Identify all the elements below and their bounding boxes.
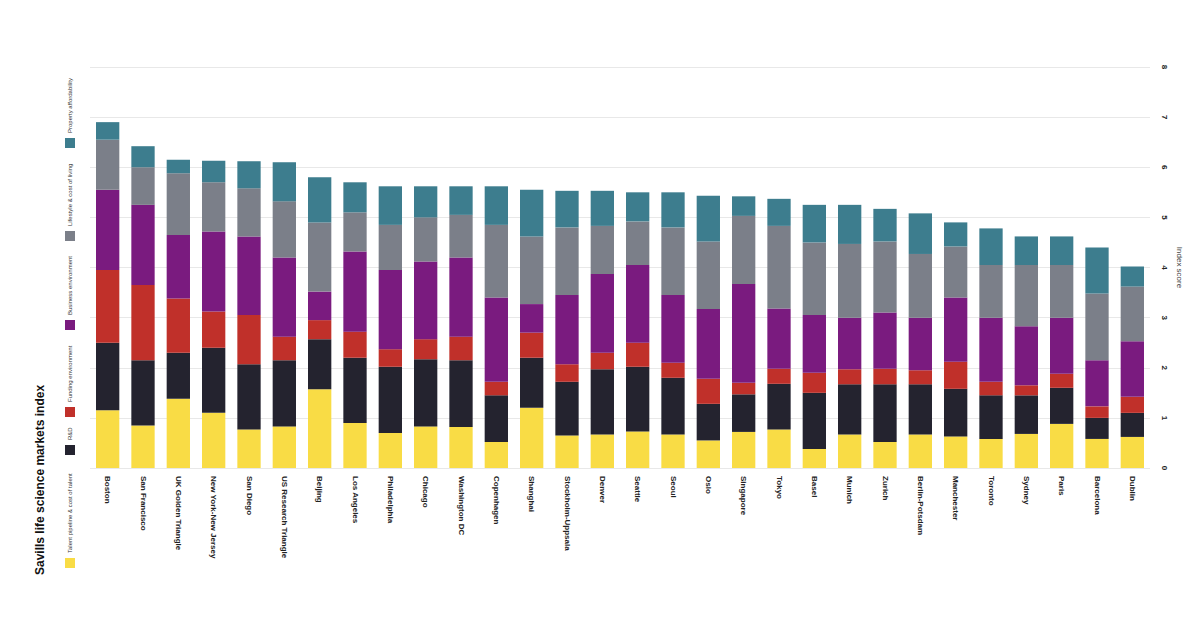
svg-text:Toronto: Toronto: [987, 476, 996, 506]
svg-text:Singapore: Singapore: [739, 476, 748, 516]
svg-text:Beijing: Beijing: [315, 476, 324, 503]
svg-text:Sydney: Sydney: [1022, 476, 1031, 505]
svg-text:Property affordability: Property affordability: [67, 78, 73, 133]
svg-text:Oslo: Oslo: [704, 476, 713, 494]
svg-text:2: 2: [1160, 366, 1169, 371]
svg-text:Savills life science markets i: Savills life science markets index: [33, 385, 47, 575]
svg-text:3: 3: [1160, 315, 1169, 320]
svg-text:Shanghai: Shanghai: [527, 476, 536, 512]
svg-text:Lifestyle & cost of living: Lifestyle & cost of living: [67, 164, 73, 226]
svg-text:8: 8: [1160, 65, 1169, 70]
svg-text:Zurich: Zurich: [881, 476, 890, 501]
svg-text:Paris: Paris: [1057, 476, 1066, 496]
svg-text:Seattle: Seattle: [633, 476, 642, 503]
svg-text:Tokyo: Tokyo: [775, 476, 784, 499]
svg-text:US Research Triangle: US Research Triangle: [280, 476, 289, 559]
svg-text:R&D: R&D: [67, 427, 73, 440]
svg-text:Copenhagen: Copenhagen: [492, 476, 501, 525]
svg-text:Funding environment: Funding environment: [67, 345, 73, 402]
svg-text:Berlin-Potsdam: Berlin-Potsdam: [916, 476, 925, 535]
svg-text:Basel: Basel: [810, 476, 819, 497]
svg-text:Stockholm-Uppsala: Stockholm-Uppsala: [563, 476, 572, 551]
svg-text:Seoul: Seoul: [669, 476, 678, 498]
svg-text:Philadelphia: Philadelphia: [386, 476, 395, 524]
svg-text:Denver: Denver: [598, 476, 607, 503]
svg-text:Manchester: Manchester: [951, 476, 960, 520]
svg-text:Business environment: Business environment: [67, 256, 73, 315]
svg-text:5: 5: [1160, 215, 1169, 220]
svg-text:Washington DC: Washington DC: [457, 476, 466, 535]
svg-text:New York-New Jersey: New York-New Jersey: [209, 476, 218, 559]
svg-text:4: 4: [1160, 265, 1169, 270]
svg-text:Barcelona: Barcelona: [1093, 476, 1102, 515]
svg-text:Dublin: Dublin: [1128, 476, 1137, 501]
svg-text:Munich: Munich: [845, 476, 854, 504]
svg-text:7: 7: [1160, 115, 1169, 120]
svg-text:San Francisco: San Francisco: [139, 476, 148, 531]
svg-text:0: 0: [1160, 466, 1169, 471]
svg-text:6: 6: [1160, 165, 1169, 170]
svg-text:UK Golden Triangle: UK Golden Triangle: [174, 476, 183, 551]
svg-text:Talent pipeline & cost of tale: Talent pipeline & cost of talent: [67, 473, 73, 553]
svg-text:1: 1: [1160, 416, 1169, 421]
svg-text:Index score: Index score: [1175, 247, 1184, 289]
svg-text:San Diego: San Diego: [245, 476, 254, 515]
svg-text:Boston: Boston: [103, 476, 112, 504]
svg-text:Los Angeles: Los Angeles: [351, 476, 360, 524]
svg-text:Chicago: Chicago: [421, 476, 430, 508]
